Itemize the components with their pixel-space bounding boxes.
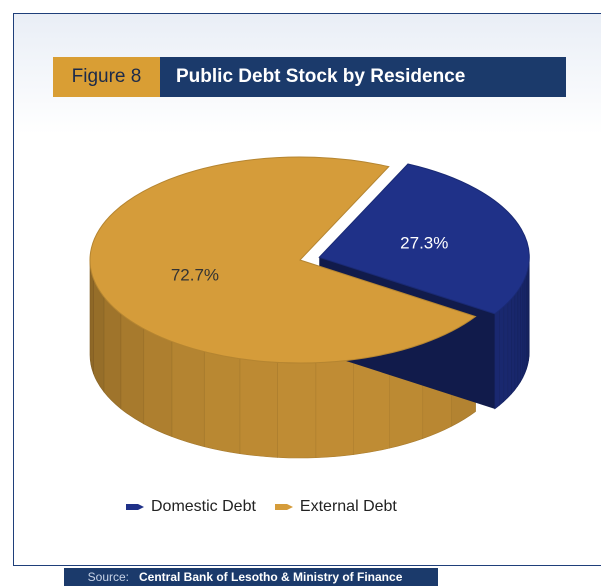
figure-title-bar: Figure 8 Public Debt Stock by Residence bbox=[53, 57, 566, 97]
chart-legend: Domestic Debt External Debt bbox=[125, 498, 415, 516]
pie-slice-domestic-debt bbox=[318, 163, 530, 315]
source-bar: Source: Central Bank of Lesotho & Minist… bbox=[64, 568, 438, 586]
legend-item-domestic: Domestic Debt bbox=[125, 498, 256, 516]
pie-slice-external-debt bbox=[89, 156, 477, 364]
source-text: Central Bank of Lesotho & Ministry of Fi… bbox=[139, 570, 403, 584]
pie-slice-side-1 bbox=[89, 259, 476, 459]
legend-label-domestic: Domestic Debt bbox=[151, 498, 256, 515]
legend-label-external: External Debt bbox=[299, 498, 397, 515]
legend-item-external: External Debt bbox=[274, 498, 397, 516]
figure-label: Figure 8 bbox=[53, 57, 160, 97]
figure-title: Public Debt Stock by Residence bbox=[160, 57, 566, 97]
external-swatch-icon bbox=[274, 504, 293, 510]
source-label: Source: bbox=[87, 570, 129, 584]
data-label-domestic-debt: 27.3% bbox=[400, 234, 448, 253]
data-label-external-debt: 72.7% bbox=[171, 266, 219, 285]
domestic-swatch-icon bbox=[126, 504, 144, 510]
